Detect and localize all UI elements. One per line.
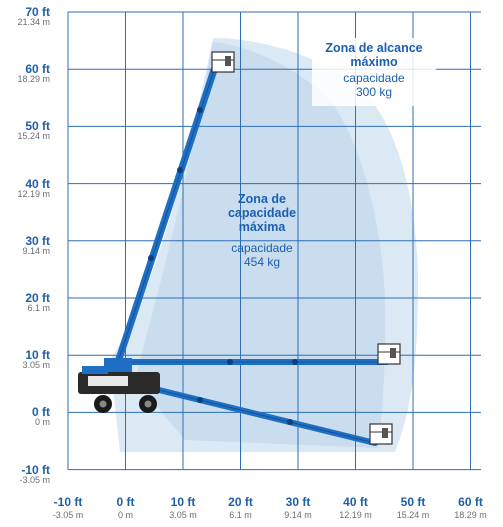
x-tick-label-m: 15.24 m bbox=[396, 510, 430, 520]
y-tick-label-ft: 10 ft bbox=[25, 348, 50, 363]
y-tick-label-m: 3.05 m bbox=[22, 360, 50, 371]
x-tick-label-ft: 0 ft bbox=[116, 495, 135, 509]
y-tick-label-m: 9.14 m bbox=[22, 245, 50, 256]
machine-chassis bbox=[78, 358, 160, 413]
y-tick-label-ft: 60 ft bbox=[25, 62, 50, 77]
x-tick-label-ft: 60 ft bbox=[458, 495, 483, 509]
y-tick-label-ft: 0 ft bbox=[32, 405, 50, 420]
max-capacity-value: capacidade 454 kg bbox=[231, 241, 293, 269]
y-tick-label-m: 18.29 m bbox=[17, 74, 50, 85]
x-tick-label-ft: 50 ft bbox=[400, 495, 426, 509]
y-tick-label-ft: 40 ft bbox=[25, 176, 50, 191]
max-capacity-envelope bbox=[135, 42, 386, 448]
x-tick-label-m: 12.19 m bbox=[339, 510, 372, 520]
x-tick-label-ft: 30 ft bbox=[285, 495, 311, 509]
y-tick-label-ft: 50 ft bbox=[25, 119, 50, 134]
y-tick-label-m: 15.24 m bbox=[17, 131, 50, 142]
y-tick-label-m: -3.05 m bbox=[19, 474, 50, 485]
max-reach-value: capacidade 300 kg bbox=[343, 71, 405, 99]
x-tick-label-ft: 40 ft bbox=[343, 495, 368, 509]
y-tick-label-m: 21.34 m bbox=[17, 17, 50, 27]
bottom-basket bbox=[369, 423, 393, 445]
max-capacity-title: Zona de capacidade máxima bbox=[227, 192, 297, 234]
x-tick-label-m: 9.14 m bbox=[284, 510, 312, 520]
top-basket bbox=[211, 51, 235, 73]
x-tick-label-m: 6.1 m bbox=[229, 510, 252, 520]
y-tick-label-ft: 70 ft bbox=[25, 5, 50, 19]
x-tick-label-m: 0 m bbox=[117, 510, 133, 520]
x-tick-label-ft: 20 ft bbox=[228, 495, 253, 509]
x-tick-label-m: 3.05 m bbox=[169, 510, 197, 520]
x-tick-label-m: 18.29 m bbox=[454, 510, 487, 520]
middle-basket bbox=[377, 343, 401, 365]
y-tick-label-ft: -10 ft bbox=[21, 462, 50, 477]
y-tick-label-ft: 30 ft bbox=[25, 233, 50, 248]
x-tick-label-m: -3.05 m bbox=[52, 510, 84, 520]
y-tick-label-m: 6.1 m bbox=[27, 303, 50, 313]
y-tick-label-m: 12.19 m bbox=[17, 188, 50, 199]
y-tick-label-ft: 20 ft bbox=[25, 291, 50, 305]
x-tick-label-ft: 10 ft bbox=[170, 495, 196, 509]
max-reach-title: Zona de alcance máximo bbox=[325, 41, 423, 69]
x-tick-label-ft: -10 ft bbox=[53, 495, 83, 509]
y-tick-label-m: 0 m bbox=[34, 417, 50, 428]
max-reach-info-box bbox=[312, 38, 436, 106]
